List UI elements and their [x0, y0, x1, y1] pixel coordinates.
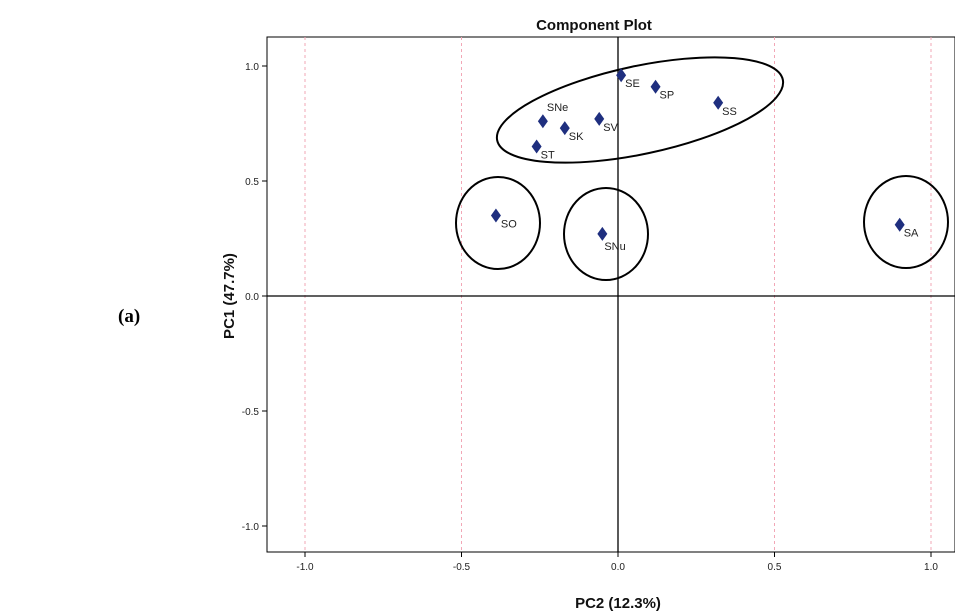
- x-axis-title: PC2 (12.3%): [575, 595, 661, 612]
- panel-label: (a): [118, 306, 141, 327]
- cluster-ellipse-3: [563, 187, 649, 281]
- cluster-ellipse-1: [495, 56, 785, 164]
- y-tick-label: 0.0: [245, 292, 259, 303]
- point-label-sv: SV: [603, 122, 618, 134]
- x-tick-label: -1.0: [296, 562, 314, 573]
- plot-area: [266, 36, 955, 553]
- data-point-sp: [650, 79, 661, 94]
- cluster-ellipse-2: [455, 176, 541, 270]
- point-label-sa: SA: [904, 228, 919, 240]
- y-axis-ticks: 1.0 0.5 0.0 -0.5 -1.0: [242, 62, 267, 533]
- point-label-snu: SNu: [604, 241, 625, 253]
- point-label-ss: SS: [722, 106, 737, 118]
- chart-title: Component Plot: [536, 17, 652, 34]
- data-point-ss: [713, 95, 724, 110]
- data-point-sk: [559, 121, 570, 136]
- data-point-sa: [894, 217, 905, 232]
- y-tick-label: -1.0: [242, 522, 260, 533]
- reference-lines: [267, 37, 955, 552]
- point-label-sp: SP: [660, 90, 675, 102]
- cluster-ellipses: [455, 56, 949, 281]
- x-tick-label: 0.0: [611, 562, 625, 573]
- data-point-so: [490, 208, 501, 223]
- point-label-sne: SNe: [547, 102, 568, 114]
- grid-lines: [304, 37, 932, 552]
- y-tick-label: 1.0: [245, 62, 259, 73]
- y-tick-label: 0.5: [245, 177, 259, 188]
- data-point-sv: [594, 111, 605, 126]
- point-label-sk: SK: [569, 131, 584, 143]
- data-point-st: [531, 139, 542, 154]
- y-axis-title: PC1 (47.7%): [221, 253, 238, 339]
- data-points: SE SP SS SNe SK SV ST SO SNu SA: [490, 68, 919, 253]
- x-axis-ticks: -1.0 -0.5 0.0 0.5 1.0: [296, 552, 938, 573]
- cluster-ellipse-4: [863, 175, 949, 269]
- x-tick-label: -0.5: [453, 562, 471, 573]
- data-point-se: [616, 68, 627, 83]
- x-tick-label: 1.0: [924, 562, 938, 573]
- data-point-snu: [597, 226, 608, 241]
- point-label-st: ST: [541, 150, 555, 162]
- point-label-so: SO: [501, 219, 517, 231]
- y-tick-label: -0.5: [242, 407, 260, 418]
- data-point-sne: [537, 114, 548, 129]
- x-tick-label: 0.5: [768, 562, 782, 573]
- point-label-se: SE: [625, 78, 640, 90]
